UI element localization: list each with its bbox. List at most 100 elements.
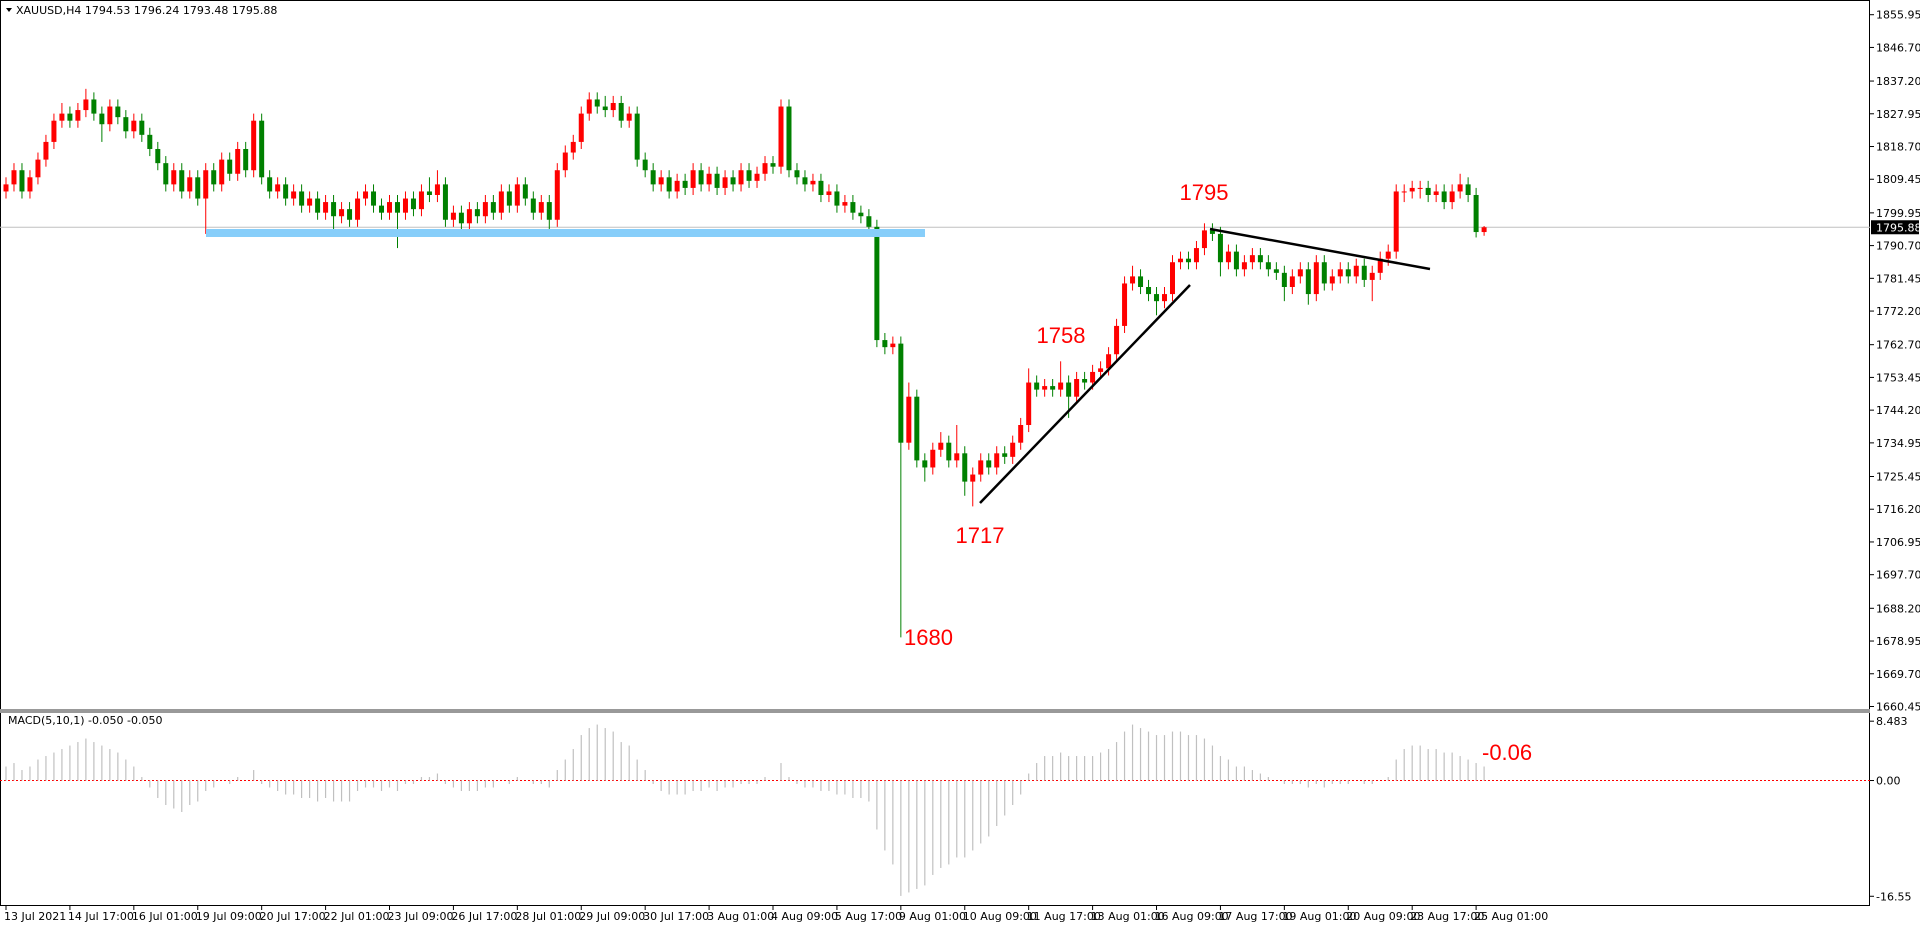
candle-body — [171, 170, 177, 185]
x-tick-label: 16 Aug 09:00 — [1155, 910, 1229, 923]
y-tick-label: 8.483 — [1876, 715, 1908, 728]
candle-body — [187, 177, 193, 192]
candle-body — [1114, 325, 1120, 355]
candle-body — [1313, 262, 1319, 295]
candle-body — [1393, 191, 1399, 252]
candle-body — [107, 106, 113, 125]
candle-body — [482, 202, 488, 217]
x-tick-label: 3 Aug 01:00 — [707, 910, 774, 923]
x-tick-label: 20 Aug 09:00 — [1346, 910, 1420, 923]
x-tick-label: 25 Aug 01:00 — [1474, 910, 1548, 923]
candle-body — [594, 99, 600, 107]
candle-body — [402, 198, 408, 213]
candle-body — [570, 141, 576, 153]
candle-body — [418, 191, 424, 210]
candle-body — [714, 173, 720, 188]
candle-body — [75, 110, 81, 121]
candle-body — [1473, 194, 1479, 233]
candle-body — [1401, 191, 1407, 193]
candle-body — [858, 212, 864, 217]
candle-body — [642, 159, 648, 171]
candle-body — [914, 396, 920, 461]
candle-body — [1209, 230, 1215, 234]
candle-body — [1417, 187, 1423, 189]
candle-body — [27, 177, 33, 192]
candle-body — [35, 159, 41, 178]
candle-body — [1090, 371, 1096, 383]
candle-body — [826, 191, 832, 195]
candle-body — [11, 170, 17, 185]
x-tick-label: 23 Jul 09:00 — [388, 910, 454, 923]
candle-body — [1305, 269, 1311, 295]
candle-body — [1233, 251, 1239, 270]
x-tick-label: 23 Aug 17:00 — [1410, 910, 1484, 923]
candle-body — [235, 148, 241, 174]
y-tick-label: 1772.20 — [1876, 305, 1920, 318]
candle-body — [618, 102, 624, 121]
candle-body — [954, 453, 960, 461]
candle-body — [562, 152, 568, 171]
x-tick-label: 22 Jul 01:00 — [324, 910, 390, 923]
candle-body — [147, 134, 153, 149]
x-tick-label: 17 Aug 17:00 — [1218, 910, 1292, 923]
candle-body — [91, 99, 97, 114]
y-tick-label: 1744.20 — [1876, 404, 1920, 417]
candle-body — [802, 177, 808, 185]
annotation: -0.06 — [1482, 740, 1532, 765]
candle-body — [163, 163, 169, 185]
candle-body — [371, 191, 377, 206]
y-tick-label: 1799.95 — [1876, 207, 1920, 220]
candle-body — [1050, 386, 1056, 390]
candle-body — [179, 170, 185, 192]
candle-body — [434, 184, 440, 195]
trend-line — [979, 284, 1191, 504]
annotation: 1680 — [904, 625, 953, 650]
candle-body — [1433, 191, 1439, 195]
candle-body — [930, 449, 936, 468]
candle-body — [1082, 379, 1088, 383]
candle-body — [1018, 425, 1024, 443]
candle-body — [363, 191, 369, 199]
candle-body — [1225, 251, 1231, 263]
candle-body — [978, 460, 984, 475]
candle-body — [818, 180, 824, 195]
x-tick-label: 11 Aug 17:00 — [1027, 910, 1101, 923]
candle-body — [3, 184, 9, 192]
candle-body — [67, 113, 73, 121]
candle-body — [1265, 262, 1271, 270]
x-tick-label: 13 Jul 2021 — [4, 910, 66, 923]
candle-body — [786, 106, 792, 171]
candle-body — [275, 184, 281, 192]
header: XAUUSD,H4 1794.53 1796.24 1793.48 1795.8… — [16, 4, 277, 17]
y-tick-label: 1846.70 — [1876, 41, 1920, 54]
candle-body — [602, 106, 608, 111]
candle-body — [1353, 265, 1359, 277]
candle-body — [379, 205, 385, 213]
candle-body — [450, 212, 456, 220]
candle-body — [1425, 187, 1431, 195]
candle-body — [203, 170, 209, 199]
candle-body — [331, 202, 337, 217]
candle-body — [666, 177, 672, 192]
candle-body — [1361, 265, 1367, 280]
candle-body — [387, 202, 393, 213]
candle-body — [874, 226, 880, 341]
candle-body — [43, 141, 49, 160]
candle-body — [466, 209, 472, 224]
candle-body — [890, 343, 896, 348]
candle-body — [514, 184, 520, 206]
candle-body — [834, 191, 840, 206]
candle-body — [1457, 184, 1463, 192]
y-tick-label: 1790.70 — [1876, 240, 1920, 253]
candle-body — [850, 202, 856, 213]
candle-body — [1066, 382, 1072, 397]
candle-body — [259, 120, 265, 178]
candle-body — [1337, 269, 1343, 277]
candle-body — [986, 460, 992, 468]
candle-body — [1026, 382, 1032, 426]
x-tick-label: 28 Jul 01:00 — [515, 910, 581, 923]
candle-body — [650, 170, 656, 185]
candle-body — [1130, 276, 1136, 284]
candle-body — [355, 198, 361, 220]
